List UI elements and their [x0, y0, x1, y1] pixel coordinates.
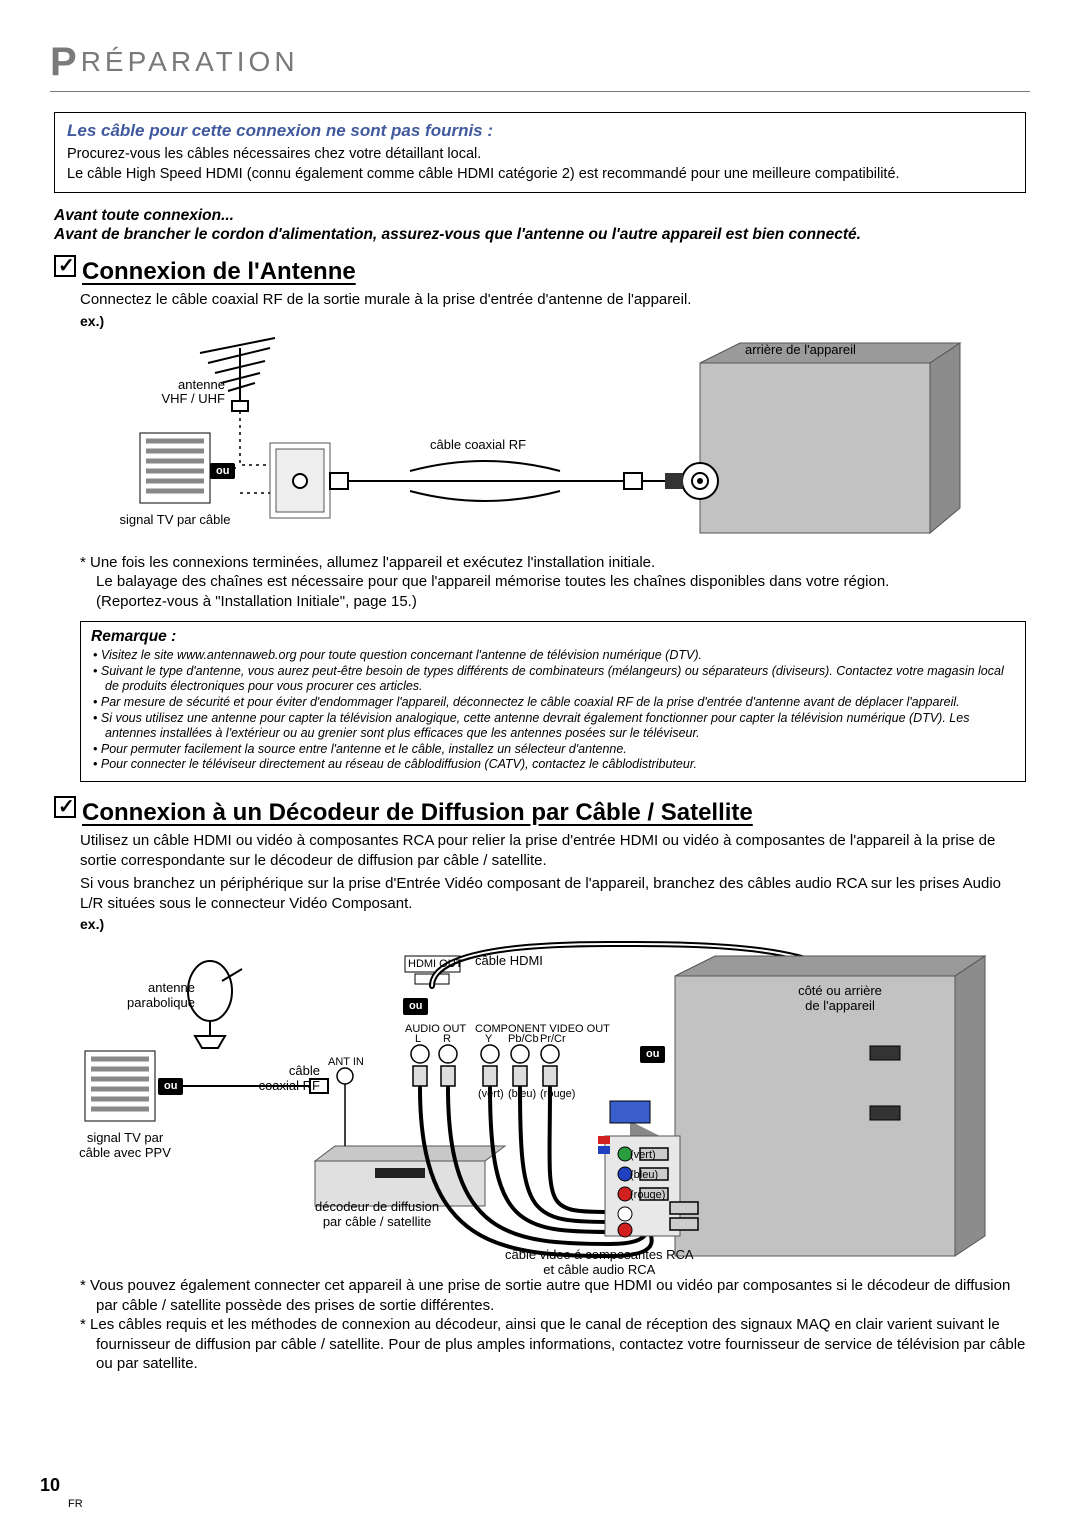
decoder-section-heading: Connexion à un Décodeur de Diffusion par… [54, 796, 1030, 827]
label-rouge: (rouge) [540, 1088, 575, 1101]
label-bleu2: (bleu) [630, 1169, 658, 1182]
cable-info-line1: Procurez-vous les câbles nécessaires che… [67, 145, 1013, 165]
antenna-note-1a: * Une fois les connexions terminées, all… [80, 553, 1026, 573]
fr-label: FR [68, 1498, 83, 1510]
decoder-diagram: antenne parabolique ou signal TV par câb… [50, 936, 1030, 1266]
checkbox-icon [54, 796, 76, 818]
cable-info-line2: Le câble High Speed HDMI (connu égalemen… [67, 165, 1013, 185]
chapter-title-rest: RÉPARATION [81, 46, 299, 77]
antenna-note-1b: Le balayage des chaînes est nécessaire p… [80, 572, 1026, 592]
antenna-heading-text: Connexion de l'Antenne [82, 258, 356, 285]
label-signal-ppv: signal TV par câble avec PPV [60, 1131, 190, 1161]
remarque-item: Par mesure de sécurité et pour éviter d'… [105, 695, 1015, 711]
label-arriere: arrière de l'appareil [745, 343, 856, 358]
decoder-note-2: * Les câbles requis et les méthodes de c… [80, 1315, 1026, 1374]
decoder-ex-label: ex.) [80, 916, 1030, 932]
label-decodeur: décodeur de diffusion par câble / satell… [315, 1200, 439, 1230]
label-cable-hdmi: câble HDMI [475, 954, 543, 969]
antenna-ex-label: ex.) [80, 313, 1030, 329]
checkbox-icon [54, 255, 76, 277]
label-PbCb: Pb/Cb [508, 1033, 539, 1046]
antenna-body-text: Connectez le câble coaxial RF de la sort… [80, 290, 1026, 310]
label-ou4: ou [640, 1046, 665, 1063]
label-signal-tv: signal TV par câble [110, 513, 240, 528]
label-vert: (vert) [478, 1088, 504, 1101]
label-cote-arriere: côté ou arrière de l'appareil [775, 984, 905, 1014]
remarque-item: Si vous utilisez une antenne pour capter… [105, 711, 1015, 742]
remarque-item: Suivant le type d'antenne, vous aurez pe… [105, 664, 1015, 695]
remarque-item: Pour permuter facilement la source entre… [105, 742, 1015, 758]
label-Y: Y [485, 1033, 492, 1046]
remarque-box: Remarque : Visitez le site www.antennawe… [80, 621, 1026, 782]
pre-connection-line: Avant de brancher le cordon d'alimentati… [54, 225, 1026, 245]
label-ant-in: ANT IN [328, 1056, 364, 1069]
label-ou2: ou [158, 1078, 183, 1095]
remarque-title: Remarque : [91, 628, 1015, 646]
label-hdmi-out: HDMI OUT [408, 958, 462, 971]
label-parabolique: antenne parabolique [105, 981, 195, 1011]
decoder-heading-text: Connexion à un Décodeur de Diffusion par… [82, 799, 753, 826]
decoder-body-2: Si vous branchez un périphérique sur la … [80, 874, 1026, 915]
label-cable-rf: câble coaxial RF [250, 1064, 320, 1094]
pre-connection-note: Avant toute connexion... Avant de branch… [54, 207, 1026, 245]
antenna-diagram: antenne VHF / UHF ou signal TV par câble… [80, 333, 1030, 543]
decoder-star-notes: * Vous pouvez également connecter cet ap… [80, 1276, 1026, 1374]
label-ou3: ou [403, 998, 428, 1015]
cable-info-title: Les câble pour cette connexion ne sont p… [67, 121, 1013, 141]
chapter-title-letter: P [50, 40, 81, 84]
antenna-section-heading: Connexion de l'Antenne [54, 255, 1030, 286]
remarque-list: Visitez le site www.antennaweb.org pour … [91, 648, 1015, 773]
antenna-star-notes: * Une fois les connexions terminées, all… [80, 553, 1026, 612]
label-R: R [443, 1033, 451, 1046]
label-ou: ou [210, 463, 235, 480]
label-L: L [415, 1033, 421, 1046]
label-cable-component: câble video á composantes RCA et câble a… [505, 1248, 694, 1278]
label-coax: câble coaxial RF [430, 438, 526, 453]
remarque-item: Visitez le site www.antennaweb.org pour … [105, 648, 1015, 664]
cable-info-box: Les câble pour cette connexion ne sont p… [54, 112, 1026, 193]
label-bleu: (bleu) [508, 1088, 536, 1101]
page-number: 10 [40, 1475, 60, 1496]
label-vert2: (vert) [630, 1149, 656, 1162]
label-rouge2: (rouge) [630, 1189, 665, 1202]
decoder-body-1: Utilisez un câble HDMI ou vidéo à compos… [80, 831, 1026, 872]
chapter-title: PRÉPARATION [50, 40, 1030, 92]
label-PrCr: Pr/Cr [540, 1033, 566, 1046]
antenna-note-1c: (Reportez-vous à "Installation Initiale"… [80, 592, 1026, 612]
pre-connection-title: Avant toute connexion... [54, 207, 1026, 225]
decoder-note-1: * Vous pouvez également connecter cet ap… [80, 1276, 1026, 1315]
label-antenne-vhf: antenne VHF / UHF [135, 378, 225, 408]
remarque-item: Pour connecter le téléviseur directement… [105, 757, 1015, 773]
